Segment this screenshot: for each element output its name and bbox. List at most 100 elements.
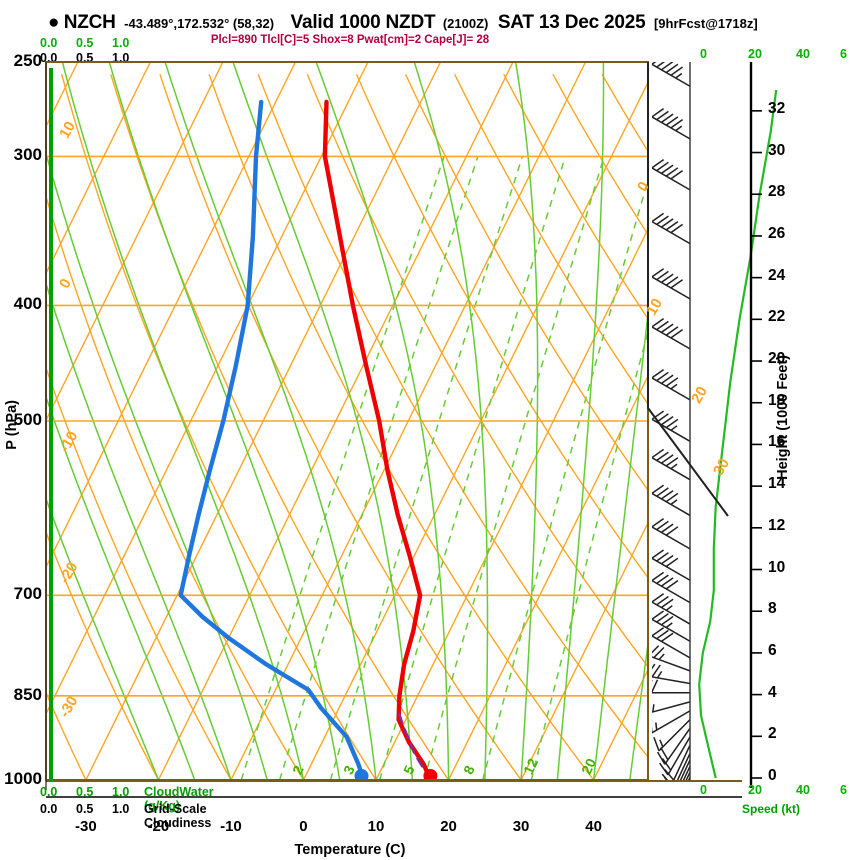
speed-top-tick-0: 0	[700, 47, 707, 61]
speed-bot-tick-1: 20	[748, 783, 762, 797]
height-tick: 0	[768, 767, 777, 784]
temperature-tick: -20	[147, 818, 170, 835]
wind-barb	[682, 766, 691, 780]
height-tick: 16	[768, 433, 786, 451]
wind-barb	[652, 268, 691, 300]
mixing-ratio-line	[240, 156, 445, 780]
speed-top-tick-1: 20	[748, 47, 762, 61]
pressure-tick: 850	[13, 684, 42, 704]
height-tick: 32	[768, 99, 786, 117]
temperature-axis-label: Temperature (C)	[294, 842, 406, 858]
height-tick: 26	[768, 224, 786, 242]
dry-adiabat	[61, 74, 377, 780]
wind-barb	[652, 663, 691, 685]
isotherm	[46, 62, 224, 422]
dry-adiabat	[46, 194, 305, 780]
wind-barb	[652, 517, 691, 550]
dry-adiabat	[159, 74, 522, 780]
pressure-tick: 700	[13, 584, 42, 604]
cloudwater-label: CloudWater (g/Kg)	[144, 785, 214, 813]
pressure-tick: 250	[13, 51, 42, 70]
wind-barb	[652, 549, 691, 581]
temperature-tick: -10	[220, 818, 242, 835]
mixing-ratio-line	[482, 177, 648, 780]
dry-adiabat	[46, 365, 232, 780]
temperature-tick: 10	[367, 818, 385, 835]
wind-barb	[663, 753, 691, 780]
dry-adiabat	[208, 74, 595, 780]
wind-barb	[652, 610, 691, 642]
moist-adiabat	[592, 307, 648, 780]
station-name: NZCH	[63, 12, 116, 33]
wind-barb	[652, 593, 691, 625]
height-tick: 28	[768, 183, 786, 201]
height-tick: 22	[768, 308, 786, 326]
station-coords: -43.489°,172.532° (58,32)	[124, 16, 275, 31]
temperature-tick: 0	[299, 818, 308, 835]
wind-barb	[652, 317, 691, 350]
moist-adiabat	[46, 496, 160, 780]
temperature-tick: 40	[585, 818, 602, 835]
pressure-tick: 500	[13, 410, 42, 429]
temperature-tick: 30	[512, 818, 530, 835]
temperature-tick: -30	[75, 818, 97, 835]
cw-bot-tick-2: 1.0	[112, 785, 130, 799]
mixing-ratio-line	[423, 156, 605, 780]
isotherm	[46, 62, 151, 275]
dry-adiabat	[503, 73, 648, 321]
wind-barb	[685, 771, 691, 780]
cw-top-tick-1: 0.5	[76, 36, 94, 50]
moist-adiabat	[46, 281, 232, 780]
wind-barb	[652, 679, 691, 694]
moist-adiabat	[46, 151, 268, 780]
wind-barb	[652, 710, 691, 734]
wind-barb	[652, 701, 691, 713]
pressure-tick: 400	[13, 294, 42, 314]
temperature-tick: 20	[440, 818, 457, 835]
wind-barb	[659, 736, 691, 776]
pressure-axis: 250 300 400 500 700 850 1000	[0, 0, 46, 860]
data-boundary	[647, 62, 729, 517]
sounding-parcel-curve	[395, 706, 432, 780]
height-tick: 12	[768, 516, 786, 534]
wind-barb	[652, 212, 691, 245]
dry-adiabat	[46, 530, 160, 780]
speed-bot-tick-3: 6	[840, 783, 847, 797]
height-tick: 8	[768, 600, 777, 618]
pressure-tick: 1000	[4, 769, 42, 788]
gs-bot-tick-2: 1.0	[112, 802, 130, 816]
height-tick: 6	[768, 641, 777, 659]
cw-bot-tick-0: 0.0	[40, 785, 58, 799]
station-bullet-icon: ●	[48, 12, 60, 33]
moist-adiabat	[46, 394, 196, 780]
wind-barb	[652, 627, 691, 659]
moist-adiabat	[556, 62, 605, 780]
moist-adiabat	[629, 638, 648, 780]
wind-barb	[679, 759, 691, 780]
height-tick: 2	[768, 725, 777, 743]
dry-adiabat	[404, 74, 648, 492]
moist-adiabat	[61, 62, 305, 780]
sounding-temperature-curve	[322, 99, 433, 780]
surface-dewpoint-marker	[354, 769, 369, 780]
valid-time: Valid 1000 NZDT	[290, 12, 436, 33]
wind-barb	[656, 727, 691, 765]
height-tick: 4	[768, 683, 777, 701]
forecast-tag: [9hrFcst@1718z]	[653, 16, 758, 31]
dry-adiabat	[306, 74, 648, 668]
wind-barb	[652, 645, 691, 672]
wind-barb	[652, 368, 691, 401]
height-speed-profile	[698, 89, 778, 779]
sounding-dewpoint-curve	[178, 99, 365, 780]
surface-temperature-marker	[423, 769, 438, 780]
wind-barb	[653, 719, 691, 752]
gs-bot-tick-0: 0.0	[40, 802, 58, 816]
cloudiness-label: Grid-Scale Cloudiness	[144, 802, 212, 830]
speed-top-tick-2: 40	[796, 47, 810, 61]
title-bar: ● NZCH -43.489°,172.532° (58,32) Valid 1…	[48, 12, 808, 38]
wind-barb	[652, 62, 691, 87]
